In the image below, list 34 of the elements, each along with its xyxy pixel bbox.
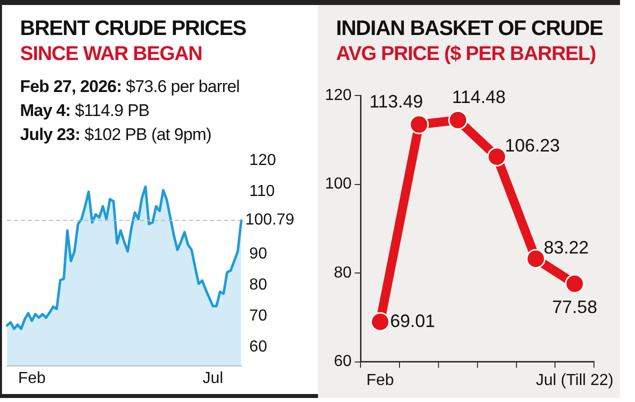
- y-tick-label: 120: [249, 152, 276, 170]
- x-tick-label: Jul: [202, 370, 224, 387]
- x-tick-label: Feb: [366, 372, 394, 389]
- point: [564, 274, 584, 294]
- ref-line-label: 100.79: [245, 212, 294, 229]
- chart-title: BRENT CRUDE PRICES: [20, 17, 246, 41]
- data-label: 106.23: [504, 136, 560, 156]
- x-tick-label: Jul (Till 22): [536, 372, 614, 389]
- point: [409, 114, 429, 134]
- y-tick-label: 80: [334, 264, 352, 282]
- data-label: 77.58: [552, 296, 598, 317]
- y-tick-label: 80: [249, 276, 268, 294]
- data-label: 114.48: [452, 87, 506, 108]
- text: May 4: $114.9 PB: [20, 101, 150, 121]
- text: Feb 27, 2026: $73.6 per barrel: [20, 77, 240, 97]
- chart-subtitle: AVG PRICE ($ PER BARREL): [336, 43, 596, 66]
- point: [487, 146, 507, 166]
- y-tick-label: 120: [324, 87, 352, 104]
- y-tick-label: 60: [249, 338, 268, 356]
- point: [526, 249, 546, 269]
- data-label: 83.22: [544, 238, 589, 258]
- x-tick-label: Feb: [18, 370, 46, 387]
- y-tick-label: 70: [249, 307, 268, 324]
- y-tick-label: 60: [334, 353, 352, 370]
- point: [370, 312, 390, 332]
- y-tick-label: 100: [324, 176, 352, 193]
- chart-subtitle: SINCE WAR BEGAN: [20, 43, 202, 66]
- chart-title: INDIAN BASKET OF CRUDE: [336, 17, 603, 41]
- y-tick-label: 90: [249, 245, 268, 262]
- y-tick-label: 110: [249, 183, 275, 200]
- data-label: 69.01: [390, 310, 436, 331]
- point: [448, 110, 468, 130]
- data-label: 113.49: [369, 91, 424, 112]
- text: July 23: $102 PB (at 9pm): [20, 125, 212, 145]
